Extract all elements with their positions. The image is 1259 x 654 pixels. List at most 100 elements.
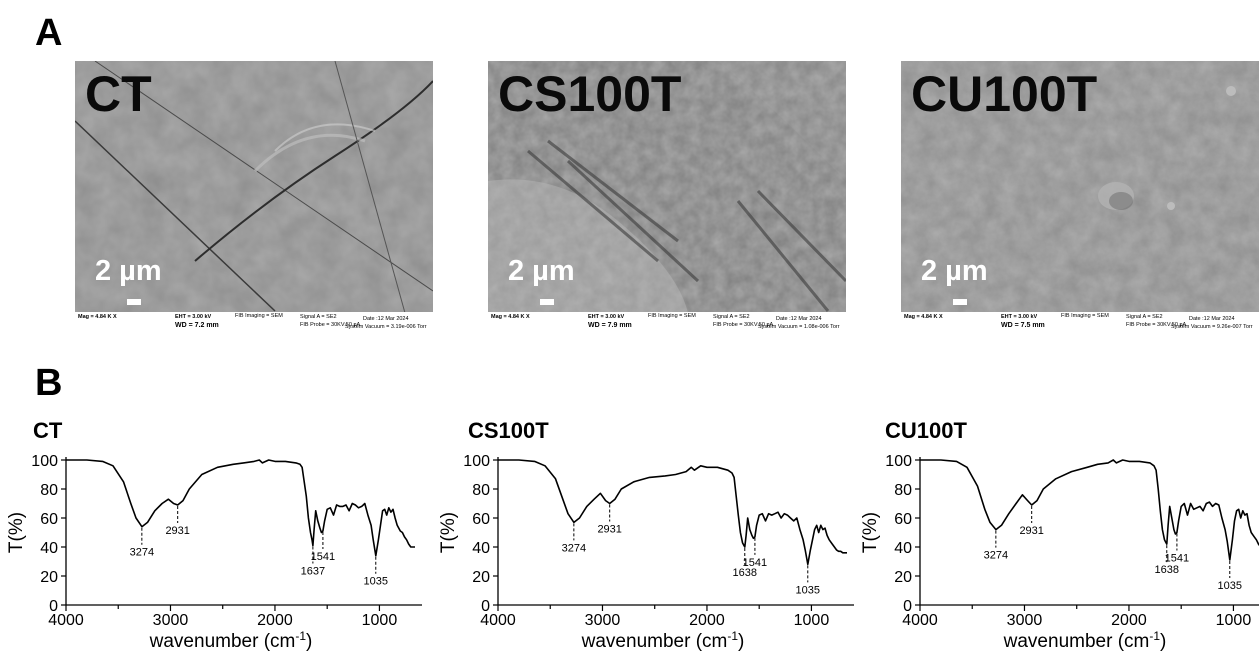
- y-tick-label: 60: [894, 511, 912, 528]
- chart-title-cs100t: CS100T: [468, 418, 549, 443]
- y-tick-label: 40: [40, 540, 58, 557]
- sem-image-ct: CT 2 µm: [75, 61, 433, 313]
- peak-label: 3274: [130, 547, 154, 559]
- chart-title-ct: CT: [33, 418, 63, 443]
- x-axis-label: wavenumber (cm-1): [1003, 629, 1167, 652]
- x-tick-label: 1000: [1216, 612, 1252, 629]
- sem-texture: [75, 61, 433, 313]
- eht: EHT = 3.00 kV: [175, 314, 212, 320]
- sem-info-bar-ct: Mag = 4.84 K X EHT = 3.00 kV WD = 7.2 mm…: [75, 312, 433, 338]
- y-tick-label: 80: [894, 482, 912, 499]
- ftir-chart-ct: 0 20 40 60 80 100 4000 3000 2000 1000 T(%) wavenumb…: [6, 453, 422, 652]
- y-tick-label: 80: [472, 482, 490, 499]
- y-tick-label: 60: [40, 511, 58, 528]
- signal: Signal A = SE2: [300, 314, 337, 320]
- ftir-chart-cu100t: 0 20 40 60 80 100 4000 3000 2000 1000 T(%) wavenumb…: [860, 453, 1259, 652]
- scale-bar: [127, 299, 141, 305]
- signal: Signal A = SE2: [1126, 314, 1163, 320]
- x-tick-label: 2000: [689, 612, 725, 629]
- y-axis-label: T(%): [438, 512, 459, 553]
- peak-label: 1638: [733, 567, 757, 579]
- scale-text: 2 µm: [921, 255, 988, 287]
- x-tick-label: 1000: [362, 612, 398, 629]
- peak-label: 3274: [562, 542, 586, 554]
- peak-label: 3274: [984, 550, 1008, 562]
- y-tick-label: 80: [40, 482, 58, 499]
- peak-label: 1541: [1165, 553, 1189, 565]
- x-tick-label: 4000: [902, 612, 938, 629]
- x-tick-label: 3000: [153, 612, 189, 629]
- sem-image-cs100t: CS100T 2 µm: [488, 61, 846, 313]
- sem-texture: [901, 61, 1259, 313]
- sem-image-cu100t: CU100T 2 µm: [901, 61, 1259, 313]
- y-tick-label: 20: [40, 569, 58, 586]
- x-tick-label: 3000: [1007, 612, 1043, 629]
- wd: WD = 7.9 mm: [588, 322, 632, 329]
- x-tick-label: 1000: [794, 612, 830, 629]
- mag: Mag = 4.84 K X: [904, 314, 943, 320]
- y-tick-label: 60: [472, 511, 490, 528]
- vac: System Vacuum = 3.19e-006 Torr: [345, 324, 427, 330]
- scale-text: 2 µm: [508, 255, 575, 287]
- sem-texture: [488, 61, 846, 313]
- probe: FIB Probe = 30KV:50 pA: [300, 322, 361, 328]
- y-tick-label: 0: [481, 598, 490, 615]
- peak-label: 1637: [301, 566, 325, 578]
- fib: FIB Imaging = SEM: [235, 313, 283, 319]
- mag: Mag = 4.84 K X: [491, 314, 530, 320]
- x-tick-label: 2000: [257, 612, 293, 629]
- eht: EHT = 3.00 kV: [588, 314, 625, 320]
- sem-label: CS100T: [498, 66, 682, 122]
- panel-a-letter: A: [35, 12, 63, 54]
- scale-bar: [540, 299, 554, 305]
- y-axis-label: T(%): [6, 512, 27, 553]
- date: Date :12 Mar 2024: [776, 316, 822, 322]
- probe: FIB Probe = 30KV:50 pA: [713, 322, 774, 328]
- scale-text: 2 µm: [95, 255, 162, 287]
- sem-info-bar-cs100t: Mag = 4.84 K X EHT = 3.00 kV WD = 7.9 mm…: [488, 312, 846, 338]
- date: Date :12 Mar 2024: [363, 316, 409, 322]
- mag: Mag = 4.84 K X: [78, 314, 117, 320]
- signal: Signal A = SE2: [713, 314, 750, 320]
- chart-title-cu100t: CU100T: [885, 418, 967, 443]
- spectrum-line: [66, 459, 415, 557]
- x-tick-label: 4000: [480, 612, 516, 629]
- probe: FIB Probe = 30KV:50 pA: [1126, 322, 1187, 328]
- spectrum-line: [498, 459, 847, 566]
- x-axis-label: wavenumber (cm-1): [149, 629, 313, 652]
- peak-label: 1541: [311, 551, 335, 563]
- peak-label: 1638: [1155, 564, 1179, 576]
- y-tick-label: 100: [463, 453, 490, 470]
- y-tick-label: 100: [885, 453, 912, 470]
- y-tick-label: 40: [472, 540, 490, 557]
- fib: FIB Imaging = SEM: [648, 313, 696, 319]
- y-tick-label: 20: [894, 569, 912, 586]
- wd: WD = 7.5 mm: [1001, 322, 1045, 329]
- vac: System Vacuum = 1.08e-006 Torr: [758, 324, 840, 330]
- sem-info-bar-cu100t: Mag = 4.84 K X EHT = 3.00 kV WD = 7.5 mm…: [901, 312, 1259, 338]
- x-tick-label: 3000: [585, 612, 621, 629]
- fib: FIB Imaging = SEM: [1061, 313, 1109, 319]
- wd: WD = 7.2 mm: [175, 322, 219, 329]
- y-tick-label: 0: [49, 598, 58, 615]
- y-tick-label: 20: [472, 569, 490, 586]
- peak-label: 2931: [165, 525, 189, 537]
- panel-b-letter: B: [35, 362, 63, 404]
- sem-label: CT: [85, 66, 152, 122]
- y-axis-label: T(%): [860, 512, 881, 553]
- spectrum-line: [920, 459, 1259, 561]
- vac: System Vacuum = 9.26e-007 Torr: [1171, 324, 1253, 330]
- ftir-chart-cs100t: 0 20 40 60 80 100 4000 3000 2000 1000 T(%) wavenumb…: [438, 453, 854, 652]
- date: Date :12 Mar 2024: [1189, 316, 1235, 322]
- y-tick-label: 100: [31, 453, 58, 470]
- y-tick-label: 0: [903, 598, 912, 615]
- peak-label: 2931: [1019, 525, 1043, 537]
- peak-label: 1035: [364, 576, 388, 588]
- peak-label: 1541: [743, 557, 767, 569]
- y-tick-label: 40: [894, 540, 912, 557]
- x-axis-label: wavenumber (cm-1): [581, 629, 745, 652]
- x-tick-label: 2000: [1111, 612, 1147, 629]
- peak-label: 2931: [597, 524, 621, 536]
- eht: EHT = 3.00 kV: [1001, 314, 1038, 320]
- peak-label: 1035: [1218, 580, 1242, 592]
